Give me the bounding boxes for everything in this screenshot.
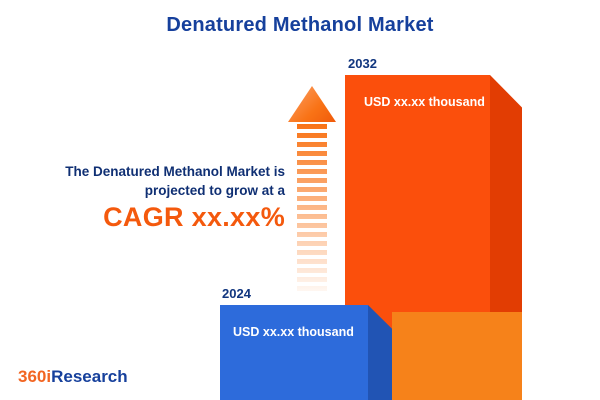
bar-2032-value-label: USD xx.xx thousand bbox=[364, 95, 485, 109]
brand-logo-part-navy: Research bbox=[51, 367, 128, 386]
bar-2024-value-label: USD xx.xx thousand bbox=[233, 325, 354, 339]
growth-tagline: The Denatured Methanol Market is project… bbox=[20, 162, 285, 232]
bar-2032-year-label: 2032 bbox=[348, 56, 377, 71]
brand-logo: 360iResearch bbox=[18, 367, 128, 387]
bar-2032-lower-shade bbox=[392, 312, 522, 400]
page-title: Denatured Methanol Market bbox=[166, 14, 434, 36]
bar-2024-year-label: 2024 bbox=[222, 286, 251, 301]
bar-2024-front-face bbox=[220, 305, 368, 400]
tagline-line-1: The Denatured Methanol Market is bbox=[65, 164, 285, 179]
cagr-value: CAGR xx.xx% bbox=[103, 202, 285, 232]
growth-arrow-fade bbox=[295, 124, 329, 296]
brand-logo-part-orange: 360i bbox=[18, 367, 52, 386]
growth-arrow-up-icon bbox=[288, 86, 336, 122]
tagline-line-2: projected to grow at a bbox=[144, 183, 285, 198]
